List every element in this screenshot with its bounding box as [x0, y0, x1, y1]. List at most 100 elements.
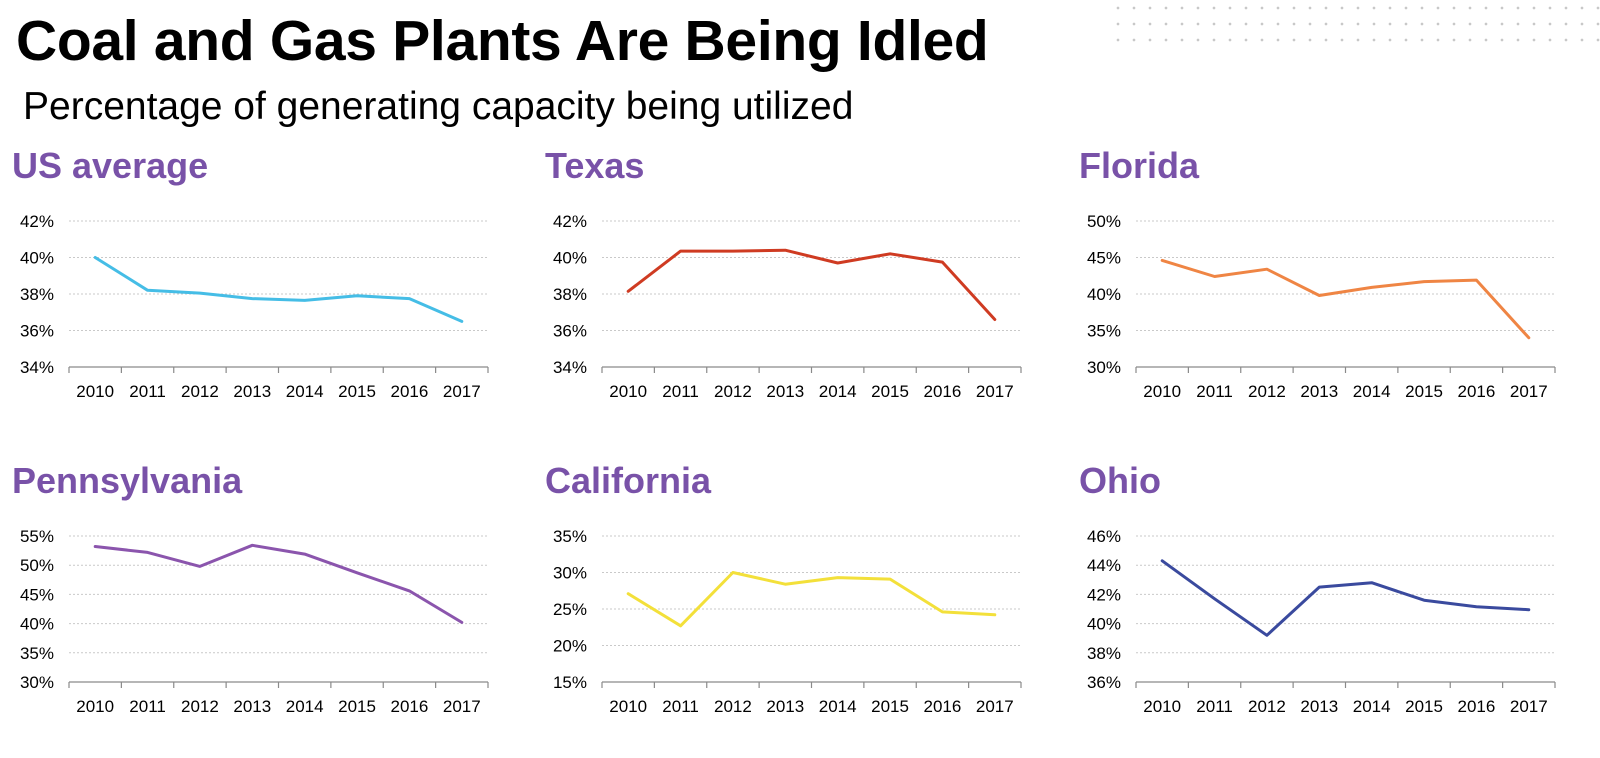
x-tick-label: 2013: [233, 697, 271, 716]
data-point: [889, 252, 892, 255]
x-tick-label: 2016: [1458, 382, 1496, 401]
y-tick-label: 45%: [1087, 249, 1121, 268]
data-point: [198, 565, 201, 568]
y-tick-label: 50%: [20, 556, 54, 575]
data-point: [1527, 608, 1530, 611]
x-tick-label: 2011: [662, 382, 699, 401]
series-line: [626, 571, 997, 628]
line-chart-florida: 30% 35% 40% 45% 50% 2010 2011 2012 2013 2014 2015 2…: [1087, 212, 1556, 401]
data-point: [251, 544, 254, 547]
line-chart-us-average: 34% 36% 38% 40% 42% 2010 2011 2012 2013 2014 2015 2…: [20, 212, 489, 401]
data-point: [1265, 268, 1268, 271]
x-tick-label: 2011: [129, 697, 166, 716]
data-point: [460, 320, 463, 323]
chart-title: Ohio: [1079, 460, 1161, 501]
x-tick-label: 2015: [871, 697, 909, 716]
data-point: [1475, 605, 1478, 608]
series-line: [1160, 559, 1531, 637]
data-point: [731, 571, 734, 574]
data-point: [784, 249, 787, 252]
x-tick-label: 2013: [1300, 382, 1338, 401]
data-point: [1161, 259, 1164, 262]
x-tick-label: 2010: [609, 697, 647, 716]
y-tick-label: 30%: [1087, 358, 1121, 377]
y-tick-label: 45%: [20, 585, 54, 604]
chart-panel-california: California 15% 20% 25% 30% 35% 2010 2011 2012 20…: [545, 460, 1045, 750]
chart-title: California: [545, 460, 712, 501]
x-tick-label: 2010: [1143, 382, 1181, 401]
chart-panel-florida: Florida 30% 35% 40% 45% 50% 2010 2011 2012 2013 2…: [1079, 145, 1579, 435]
data-point: [1265, 634, 1268, 637]
x-tick-label: 2014: [819, 697, 857, 716]
x-tick-label: 2016: [1458, 697, 1496, 716]
data-point: [1318, 586, 1321, 589]
x-tick-label: 2011: [1196, 697, 1233, 716]
y-tick-label: 15%: [553, 673, 587, 692]
data-point: [1213, 597, 1216, 600]
data-point: [303, 299, 306, 302]
y-tick-label: 40%: [20, 615, 54, 634]
chart-title: Texas: [545, 145, 645, 186]
line-chart-texas: 34% 36% 38% 40% 42% 2010 2011 2012 2013 2014 2015 2…: [553, 212, 1022, 401]
y-tick-label: 34%: [553, 358, 587, 377]
data-point: [1423, 280, 1426, 283]
data-point: [889, 578, 892, 581]
y-tick-label: 38%: [553, 285, 587, 304]
x-tick-label: 2016: [924, 382, 962, 401]
data-point: [1370, 581, 1373, 584]
data-point: [784, 583, 787, 586]
series-line: [1160, 258, 1531, 340]
x-tick-label: 2017: [443, 382, 481, 401]
data-point: [1527, 336, 1530, 339]
x-tick-label: 2013: [233, 382, 271, 401]
y-tick-label: 40%: [20, 249, 54, 268]
x-tick-label: 2012: [714, 382, 752, 401]
data-point: [1370, 286, 1373, 289]
data-point: [460, 621, 463, 624]
x-tick-label: 2012: [714, 697, 752, 716]
y-tick-label: 36%: [553, 322, 587, 341]
chart-panel-ohio: Ohio 36% 38% 40% 42% 44% 46% 2010 2011 2012 2013 2…: [1079, 460, 1579, 750]
x-tick-label: 2014: [286, 382, 324, 401]
x-tick-label: 2012: [181, 697, 219, 716]
y-tick-label: 35%: [1087, 322, 1121, 341]
x-tick-label: 2015: [871, 382, 909, 401]
x-tick-label: 2010: [76, 382, 114, 401]
y-tick-label: 55%: [20, 527, 54, 546]
dot-pattern-decoration: [1110, 0, 1600, 52]
page-subtitle: Percentage of generating capacity being …: [23, 85, 854, 128]
data-point: [356, 294, 359, 297]
data-point: [1161, 559, 1164, 562]
data-point: [1423, 599, 1426, 602]
y-tick-label: 35%: [553, 527, 587, 546]
data-point: [627, 592, 630, 595]
y-tick-label: 42%: [20, 212, 54, 231]
x-tick-label: 2012: [1248, 382, 1286, 401]
x-tick-label: 2014: [286, 697, 324, 716]
y-tick-label: 20%: [553, 637, 587, 656]
x-tick-label: 2013: [1300, 697, 1338, 716]
y-tick-label: 30%: [20, 673, 54, 692]
data-point: [836, 261, 839, 264]
y-tick-label: 34%: [20, 358, 54, 377]
x-tick-label: 2015: [1405, 697, 1443, 716]
chart-title: US average: [12, 145, 209, 186]
series-line: [93, 256, 464, 323]
x-tick-label: 2016: [391, 697, 429, 716]
data-point: [408, 297, 411, 300]
data-point: [731, 250, 734, 253]
y-tick-label: 40%: [1087, 285, 1121, 304]
data-point: [941, 610, 944, 613]
x-tick-label: 2017: [443, 697, 481, 716]
y-tick-label: 40%: [553, 249, 587, 268]
x-tick-label: 2015: [338, 382, 376, 401]
series-line: [93, 543, 464, 624]
line-chart-ohio: 36% 38% 40% 42% 44% 46% 2010 2011 2012 2013 2014 20…: [1087, 527, 1556, 716]
x-tick-label: 2010: [1143, 697, 1181, 716]
data-point: [1475, 279, 1478, 282]
x-tick-label: 2015: [1405, 382, 1443, 401]
data-point: [993, 318, 996, 321]
data-point: [94, 256, 97, 259]
data-point: [303, 553, 306, 556]
data-point: [836, 576, 839, 579]
